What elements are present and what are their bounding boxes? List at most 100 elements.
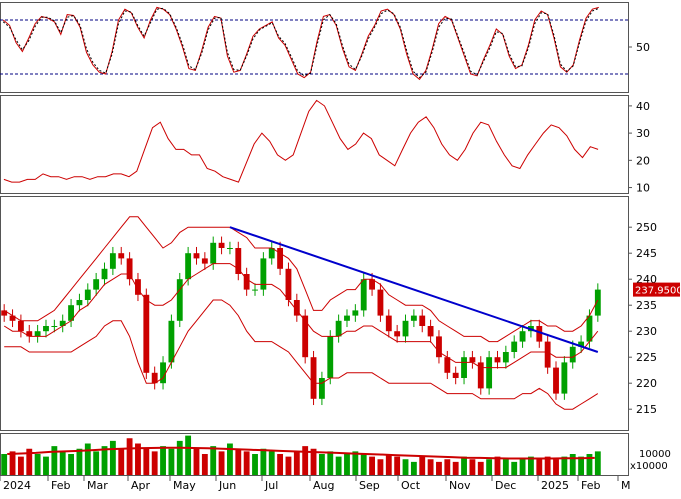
trendline [229,226,599,353]
candle-body [227,248,233,249]
x-tick-label: 2025 [541,479,569,492]
candle-body [101,268,108,280]
candle-body [168,320,175,363]
candle-body [118,253,125,259]
candle-body [394,331,401,337]
candle-body [235,248,242,274]
candle-body [477,362,484,389]
volume-bar [185,435,192,475]
volume-bar [461,456,467,475]
price-y-tick-label: 215 [636,403,657,416]
x-tick-label: Oct [401,479,421,492]
volume-bar [519,459,526,475]
candle-body [486,357,493,389]
volume-bar [327,451,334,475]
candle-body [109,253,116,269]
volume-bar [268,451,275,475]
price-y-tick-label: 220 [636,377,657,390]
candle-body [578,341,585,347]
x-tick-label: Feb [51,479,70,492]
volume-bar [1,454,8,475]
volume-bar [260,448,267,475]
panel-frame-adx [0,95,629,194]
volume-bar [227,443,233,475]
volume-bar [528,456,534,475]
volume-bar [51,446,58,475]
volume-bar [285,456,292,475]
candle-body [135,279,141,295]
volume-bar [126,438,133,475]
volume-bar [578,456,585,475]
candle-body [444,357,451,373]
volume-bar [394,456,401,475]
candle-body [143,294,150,373]
volume-bar [176,440,183,475]
volume-bar [469,459,476,475]
volume-bar [84,443,91,475]
candle-body [268,248,275,259]
volume-bar [410,461,417,475]
volume-bar [318,454,325,475]
candle-body [252,289,258,291]
volume-bar [335,456,342,475]
volume-bar [344,454,350,475]
volume-bar [168,448,175,475]
volume-bar [561,456,568,475]
candle-body [511,341,518,352]
price-y-tick-label: 235 [636,299,657,312]
volume-bar [553,459,559,475]
volume-bar [444,459,451,475]
volume-bar [59,451,66,475]
candle-body [76,300,83,306]
candle-body [327,336,334,378]
x-tick-label: Aug [313,479,334,492]
candle-body [9,315,16,321]
price-band-line [3,216,599,343]
volume-bar [218,451,225,475]
volume-bar [210,446,217,475]
volume-bar [293,451,300,475]
adx-y-tick-label: 20 [636,154,650,167]
volume-bar [586,454,593,475]
volume-bar [252,454,258,475]
candle-body [201,258,208,264]
candle-body [502,352,509,363]
candle-body [26,331,33,337]
volume-bar [118,448,125,475]
candle-body [185,253,192,280]
candle-body [210,242,217,264]
candle-body [419,315,426,326]
candle-body [176,279,183,321]
volume-bar [17,456,24,475]
volume-bar [402,459,409,475]
candle-body [310,357,317,399]
candle-body [285,268,292,300]
candle-body [318,378,325,399]
volume-bar [101,446,108,475]
volume-bar [427,459,434,475]
x-tick-label: Jun [218,479,236,492]
candle-body [494,357,501,363]
x-tick-label: Nov [449,479,471,492]
candle-body [427,326,434,337]
adx-line [3,99,599,183]
volume-bar [369,456,375,475]
volume-bar [536,459,543,475]
adx-y-tick-label: 10 [636,182,650,195]
candle-body [452,372,459,378]
candle-body [293,300,300,316]
candle-body [553,367,559,394]
candle-body [126,258,133,280]
volume-bar [135,443,141,475]
candle-body [43,326,49,332]
candle-body [385,315,392,332]
stoch-k-line [2,6,599,81]
candle-body [93,279,100,290]
candle-body [260,258,267,290]
candle-body [569,346,576,363]
volume-y-tick-label: 10000 [639,449,671,460]
candle-body [243,274,250,290]
volume-bar [494,456,501,475]
